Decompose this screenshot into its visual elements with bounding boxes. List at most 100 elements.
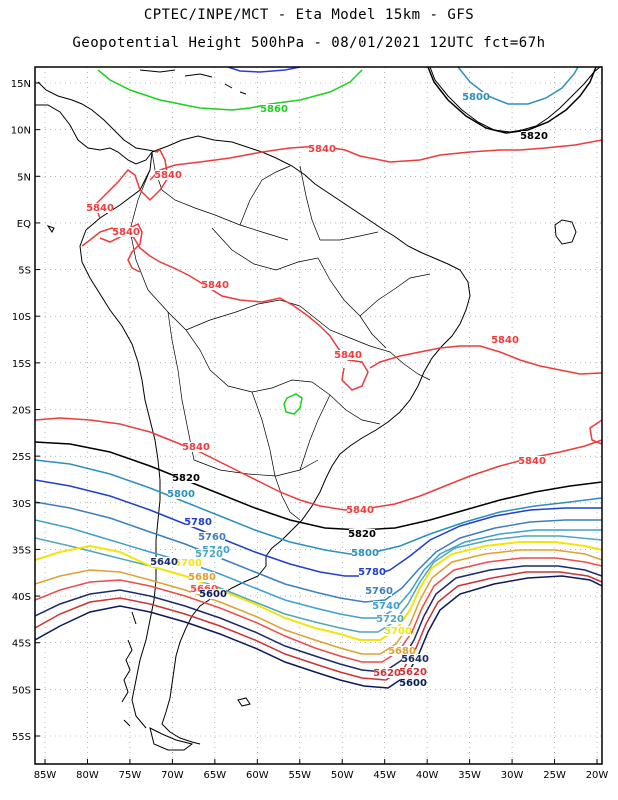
lon-tick-label: 40W bbox=[416, 770, 439, 781]
contour-label-5680: 5680 bbox=[188, 572, 216, 583]
contour-label-bg bbox=[309, 144, 335, 154]
contour-label-5700: 5700 bbox=[174, 558, 202, 569]
lat-tick-label: 40S bbox=[12, 592, 31, 603]
tierra-del-fuego bbox=[149, 727, 194, 751]
peru-ecuador-coast bbox=[79, 151, 153, 381]
lat-tick-label: 15N bbox=[11, 79, 31, 90]
coastlines bbox=[35, 67, 601, 751]
contour-label-5840: 5840 bbox=[201, 280, 229, 291]
contour-label-5860: 5860 bbox=[260, 104, 288, 115]
lon-tick-label: 45W bbox=[373, 770, 396, 781]
contour-label-bg bbox=[366, 586, 392, 596]
contour-label-bg bbox=[347, 505, 373, 515]
lat-tick-label: 25S bbox=[12, 452, 31, 463]
contour-label-bg bbox=[352, 548, 378, 558]
contour-label-bg bbox=[402, 654, 428, 664]
lat-tick-label: 10S bbox=[12, 312, 31, 323]
contour-5760 bbox=[35, 501, 602, 603]
contour-label-5620: 5620 bbox=[373, 668, 401, 679]
contour-label-5640: 5640 bbox=[150, 557, 178, 568]
contour-5640 bbox=[35, 565, 602, 673]
contour-label-5800: 5800 bbox=[167, 489, 195, 500]
contour-5860-north bbox=[97, 69, 363, 111]
lon-tick-label: 20W bbox=[586, 770, 609, 781]
contour-label-5800: 5800 bbox=[351, 548, 379, 559]
contour-5620 bbox=[35, 571, 602, 681]
lon-tick-label: 75W bbox=[119, 770, 142, 781]
contour-label-5820: 5820 bbox=[348, 529, 376, 540]
contour-label-bg bbox=[87, 203, 113, 213]
contour-5800-ne bbox=[457, 67, 579, 105]
lat-tick-label: 35S bbox=[12, 545, 31, 556]
contour-5680 bbox=[35, 549, 602, 655]
lon-tick-label: 55W bbox=[288, 770, 311, 781]
contour-label-5600: 5600 bbox=[399, 678, 427, 689]
contour-label-bg bbox=[521, 131, 547, 141]
contour-label-bg bbox=[389, 646, 415, 656]
central-america-north-coast bbox=[37, 81, 159, 153]
contour-label-bg bbox=[385, 626, 411, 636]
lat-tick-label: 55S bbox=[12, 732, 31, 743]
lon-tick-label: 60W bbox=[246, 770, 269, 781]
contour-5700 bbox=[35, 541, 602, 641]
lon-tick-label: 85W bbox=[34, 770, 57, 781]
lat-tick-label: 30S bbox=[12, 499, 31, 510]
contour-label-bg bbox=[113, 227, 139, 237]
contour-5840-southeast bbox=[589, 419, 602, 445]
contour-5840-colombia bbox=[94, 149, 169, 219]
contour-5660 bbox=[35, 557, 602, 663]
contour-label-bg bbox=[359, 567, 385, 577]
contour-5840-north bbox=[149, 139, 602, 181]
contour-label-5840: 5840 bbox=[518, 456, 546, 467]
contour-label-bg bbox=[200, 589, 226, 599]
contour-label-5760: 5760 bbox=[198, 532, 226, 543]
contour-label-5680: 5680 bbox=[388, 646, 416, 657]
contour-label-5740: 5740 bbox=[372, 601, 400, 612]
galapagos bbox=[46, 225, 55, 233]
contour-label-bg bbox=[185, 517, 211, 527]
contour-5800 bbox=[35, 459, 602, 555]
contour-labels: 5860 5840 5840 5840 5840 5840 5840 5840 5840 5840… bbox=[86, 92, 548, 689]
contour-label-5800: 5800 bbox=[462, 92, 490, 103]
lon-tick-label: 30W bbox=[501, 770, 524, 781]
contour-label-bg bbox=[196, 549, 222, 559]
contour-label-bg bbox=[173, 473, 199, 483]
brazil-east-coast bbox=[291, 235, 471, 531]
map-title: CPTEC/INPE/MCT - Eta Model 15km - GFS bbox=[143, 7, 475, 23]
contour-label-5620: 5620 bbox=[399, 667, 427, 678]
contour-label-5820: 5820 bbox=[172, 473, 200, 484]
contour-label-bg bbox=[199, 532, 225, 542]
contour-label-5600: 5600 bbox=[199, 589, 227, 600]
contour-5860-blob bbox=[283, 393, 303, 415]
central-america-coast bbox=[35, 104, 153, 165]
contour-label-bg bbox=[400, 667, 426, 677]
lon-tick-label: 25W bbox=[543, 770, 566, 781]
contour-label-bg bbox=[202, 280, 228, 290]
lat-tick-label: 5S bbox=[18, 266, 31, 277]
contour-label-bg bbox=[519, 456, 545, 466]
lon-tick-label: 70W bbox=[161, 770, 184, 781]
contour-label-bg bbox=[373, 601, 399, 611]
contour-label-bg bbox=[349, 529, 375, 539]
contour-label-bg bbox=[168, 489, 194, 499]
contour-label-5840: 5840 bbox=[491, 335, 519, 346]
contour-label-5820: 5820 bbox=[520, 131, 548, 142]
lat-tick-label: 45S bbox=[12, 639, 31, 650]
lat-tick-label: 5N bbox=[17, 172, 31, 183]
contour-label-bg bbox=[377, 614, 403, 624]
lon-tick-label: 65W bbox=[204, 770, 227, 781]
contour-label-5840: 5840 bbox=[112, 227, 140, 238]
lat-tick-label: 20S bbox=[12, 406, 31, 417]
contour-lines bbox=[35, 67, 602, 689]
lon-tick-label: 35W bbox=[458, 770, 481, 781]
contour-label-bg bbox=[463, 92, 489, 102]
contour-label-5840: 5840 bbox=[308, 144, 336, 155]
lon-tick-label: 80W bbox=[76, 770, 99, 781]
caribbean-islands bbox=[139, 69, 247, 95]
lat-tick-label: 15S bbox=[12, 359, 31, 370]
contour-label-5760: 5760 bbox=[365, 586, 393, 597]
contour-label-bg bbox=[400, 678, 426, 688]
contour-label-bg bbox=[155, 170, 181, 180]
contour-5840-se2 bbox=[369, 345, 602, 375]
